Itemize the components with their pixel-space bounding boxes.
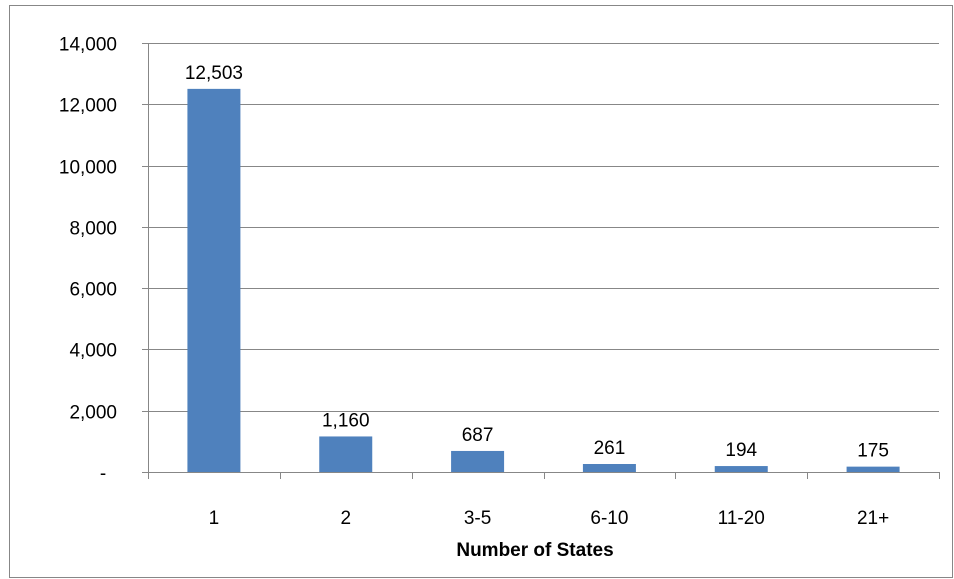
gridlines bbox=[148, 43, 939, 412]
bar bbox=[582, 464, 636, 472]
bar bbox=[319, 436, 373, 472]
y-tick-label: 2,000 bbox=[69, 403, 117, 424]
bar bbox=[714, 466, 768, 472]
y-tick-label: 14,000 bbox=[59, 35, 117, 56]
x-axis-title: Number of States bbox=[456, 540, 613, 561]
axes bbox=[148, 43, 939, 473]
bar bbox=[187, 88, 241, 472]
data-label: 1,160 bbox=[322, 410, 370, 431]
data-labels: 12,503 1,160 687 261 194 175 bbox=[185, 63, 889, 462]
x-tick-label: 3-5 bbox=[464, 508, 491, 529]
data-label: 12,503 bbox=[185, 63, 243, 84]
y-axis-ticks: - 2,000 4,000 6,000 8,000 10,000 12,000 14,000 bbox=[59, 35, 148, 485]
data-label: 175 bbox=[857, 441, 889, 462]
x-tick-label: 11-20 bbox=[718, 508, 765, 529]
data-label: 194 bbox=[725, 440, 757, 461]
x-tick-label: 6-10 bbox=[590, 508, 628, 529]
y-tick-label: - bbox=[100, 464, 106, 485]
y-tick-label: 12,000 bbox=[59, 96, 117, 117]
x-tick-label: 1 bbox=[209, 508, 220, 529]
bar bbox=[846, 466, 900, 472]
bars bbox=[187, 88, 900, 472]
chart-frame bbox=[9, 5, 953, 578]
x-axis-ticks: 1 2 3-5 6-10 11-20 21+ bbox=[148, 472, 940, 529]
y-tick-label: 4,000 bbox=[69, 341, 117, 362]
y-tick-label: 6,000 bbox=[69, 280, 117, 301]
y-tick-label: 8,000 bbox=[69, 219, 117, 240]
x-tick-label: 2 bbox=[340, 508, 351, 529]
y-tick-label: 10,000 bbox=[59, 158, 117, 179]
data-label: 261 bbox=[594, 438, 626, 459]
bar bbox=[451, 450, 505, 472]
data-label: 687 bbox=[462, 425, 494, 446]
x-tick-label: 21+ bbox=[857, 508, 889, 529]
